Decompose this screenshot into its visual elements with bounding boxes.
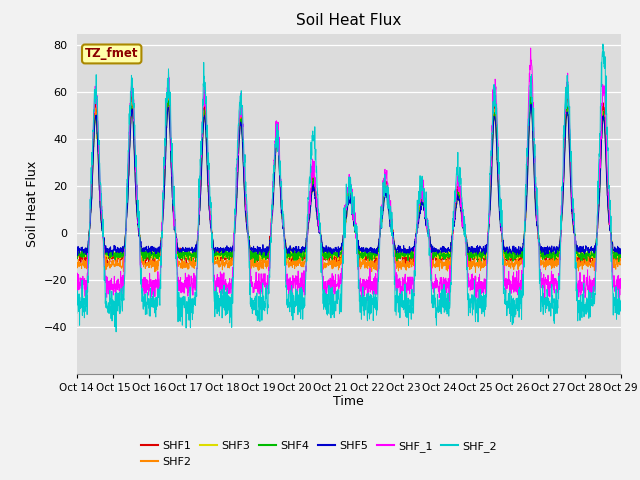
SHF_2	[411, 269, 419, 275]
SHF5	[593, 229, 601, 235]
SHF1	[527, 87, 534, 93]
Line: SHF2: SHF2	[77, 94, 621, 272]
SHF3	[411, 244, 419, 250]
SHF_1	[445, 299, 453, 304]
SHF_1	[221, 282, 229, 288]
SHF2	[593, 223, 601, 229]
SHF_2	[73, 310, 81, 316]
SHF_1	[73, 287, 81, 292]
SHF_1	[527, 45, 534, 51]
SHF4	[221, 251, 229, 256]
SHF3	[355, 242, 362, 248]
X-axis label: Time: Time	[333, 395, 364, 408]
SHF_2	[593, 214, 601, 220]
SHF_2	[175, 299, 182, 305]
SHF3	[174, 252, 182, 258]
SHF5	[221, 245, 229, 251]
SHF4	[73, 255, 81, 261]
SHF2	[411, 256, 419, 262]
Line: SHF_2: SHF_2	[77, 44, 621, 332]
SHF5	[335, 253, 342, 259]
SHF_2	[221, 312, 229, 318]
SHF_2	[599, 41, 607, 47]
SHF5	[411, 241, 419, 247]
SHF4	[355, 241, 362, 247]
SHF2	[511, 260, 518, 265]
SHF_2	[112, 329, 120, 335]
Title: Soil Heat Flux: Soil Heat Flux	[296, 13, 401, 28]
Text: TZ_fmet: TZ_fmet	[85, 48, 138, 60]
SHF5	[355, 241, 362, 247]
SHF3	[511, 252, 518, 258]
SHF2	[472, 269, 479, 275]
SHF3	[617, 249, 625, 255]
SHF_2	[511, 304, 518, 310]
SHF4	[593, 227, 601, 232]
SHF_1	[511, 275, 518, 281]
Line: SHF1: SHF1	[77, 90, 621, 267]
Legend: SHF1, SHF2, SHF3, SHF4, SHF5, SHF_1, SHF_2: SHF1, SHF2, SHF3, SHF4, SHF5, SHF_1, SHF…	[137, 437, 502, 471]
SHF4	[527, 94, 535, 99]
SHF4	[411, 242, 419, 248]
SHF1	[174, 253, 182, 259]
SHF_1	[617, 285, 625, 291]
SHF1	[593, 222, 601, 228]
SHF3	[221, 254, 229, 260]
SHF5	[73, 251, 81, 256]
Line: SHF4: SHF4	[77, 96, 621, 263]
Y-axis label: Soil Heat Flux: Soil Heat Flux	[26, 161, 40, 247]
SHF1	[617, 253, 625, 259]
SHF2	[527, 91, 534, 96]
Line: SHF3: SHF3	[77, 102, 621, 262]
SHF5	[174, 248, 182, 254]
SHF_1	[411, 260, 419, 265]
SHF4	[251, 260, 259, 265]
SHF1	[73, 254, 81, 260]
SHF3	[73, 250, 81, 255]
SHF1	[354, 240, 362, 246]
SHF5	[511, 246, 518, 252]
SHF1	[221, 252, 229, 258]
SHF_1	[354, 256, 362, 262]
SHF2	[221, 260, 229, 265]
SHF_1	[174, 288, 182, 293]
SHF1	[477, 264, 484, 270]
SHF5	[527, 102, 535, 108]
SHF1	[511, 255, 518, 261]
Line: SHF5: SHF5	[77, 105, 621, 256]
SHF3	[284, 259, 291, 265]
SHF4	[174, 249, 182, 254]
SHF2	[617, 256, 625, 262]
SHF2	[354, 249, 362, 255]
SHF2	[174, 264, 182, 269]
SHF1	[411, 248, 419, 254]
SHF2	[73, 260, 81, 266]
SHF5	[617, 246, 625, 252]
Line: SHF_1: SHF_1	[77, 48, 621, 301]
SHF4	[511, 248, 518, 254]
SHF_1	[593, 228, 601, 234]
SHF_2	[617, 298, 625, 303]
SHF4	[617, 253, 625, 259]
SHF_2	[355, 252, 362, 258]
SHF3	[593, 227, 601, 232]
SHF3	[527, 99, 535, 105]
